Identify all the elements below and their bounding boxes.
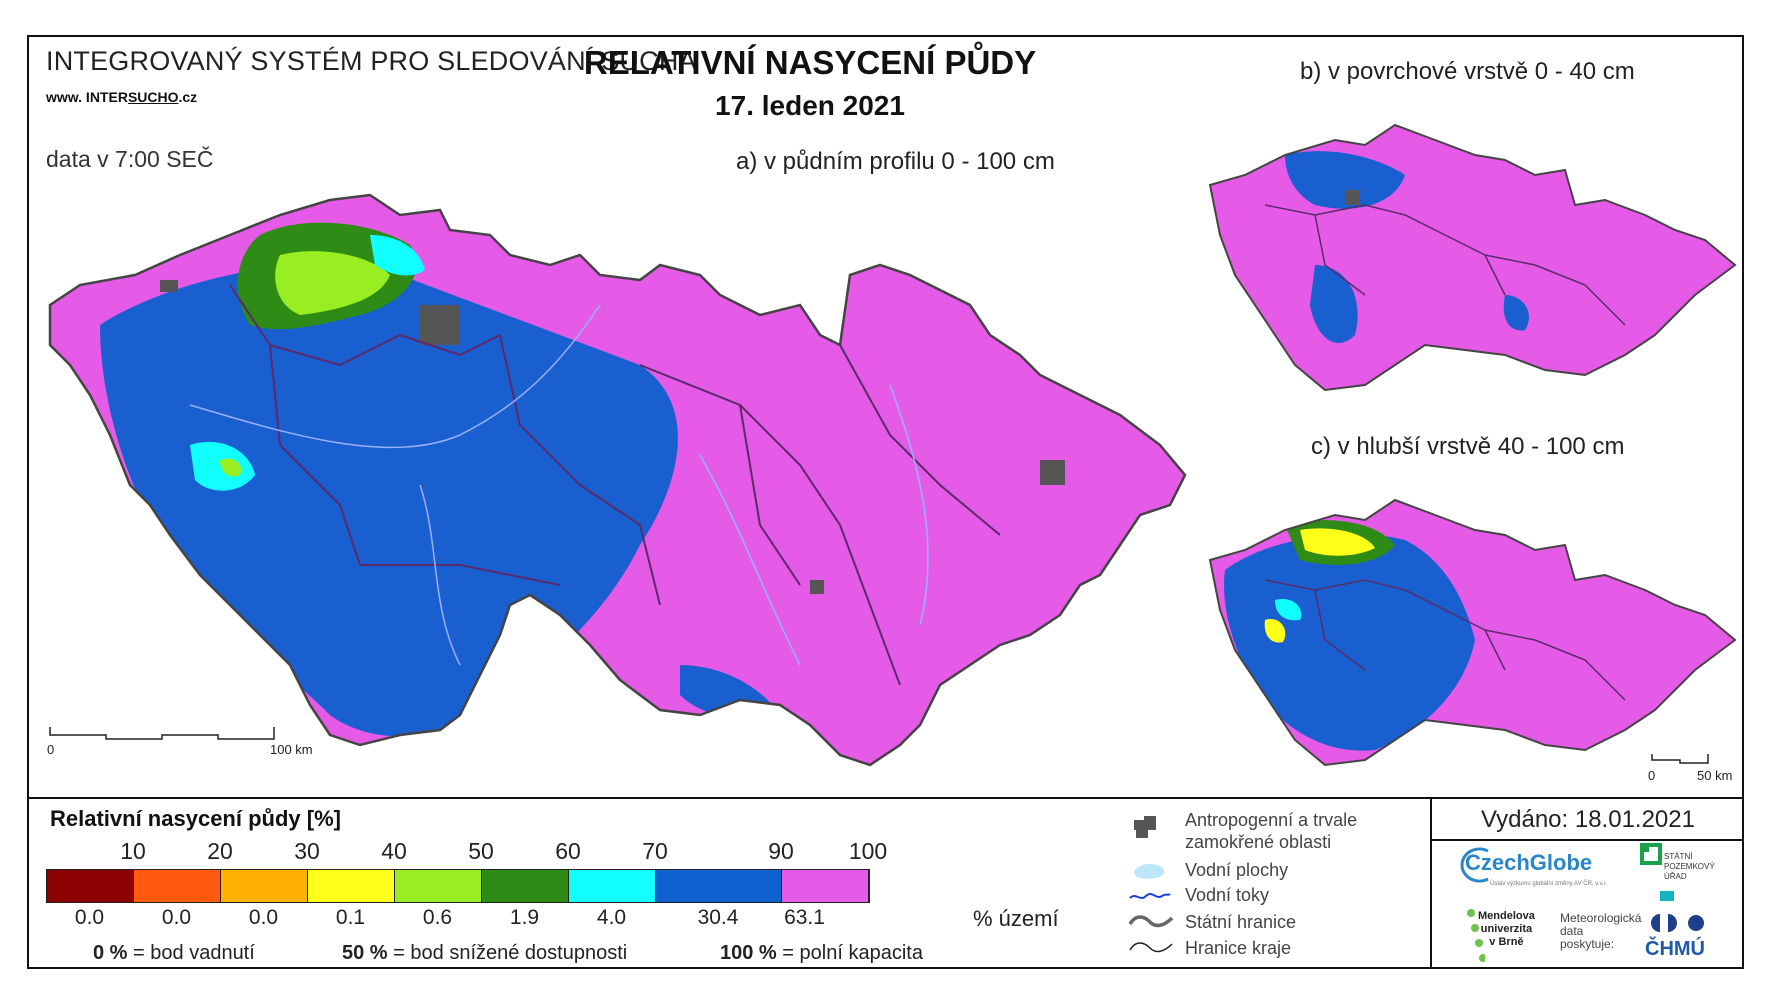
region-border-icon [1129, 942, 1173, 953]
map-a-czech-republic [48, 193, 1187, 767]
legend-percent-6: 4.0 [596, 906, 627, 929]
legend-note-wilting: 0 % = bod vadnutí [93, 942, 255, 964]
mendel-university-logo: Mendelova univerzita v Brně [1478, 910, 1535, 948]
legend-threshold-7: 90 [768, 838, 794, 864]
legend-title: Relativní nasycení půdy [%] [50, 806, 341, 831]
legend-percent-2: 0.0 [248, 906, 279, 929]
legend-percent-5: 1.9 [509, 906, 540, 929]
legend-percent-3: 0.1 [335, 906, 366, 929]
legend-separator [27, 797, 1744, 799]
map-a-label: a) v půdním profilu 0 - 100 cm [736, 148, 1055, 175]
scale-small-zero: 0 [1648, 768, 1656, 783]
czechglobe-subtitle: Ústav výzkumu globální změny AV ČR, v.v.… [1490, 881, 1607, 887]
legend-threshold-2: 30 [294, 838, 320, 864]
legend-threshold-8: 100 [848, 838, 888, 864]
scale-bar-main [49, 727, 275, 740]
legend-threshold-3: 40 [381, 838, 407, 864]
legend-threshold-0: 10 [120, 838, 146, 864]
legend-note-capacity: 100 % = polní kapacita [720, 942, 923, 964]
mendel-logo-icon [1467, 909, 1485, 962]
chmu-logo-icon [1651, 914, 1704, 932]
map-c-czech-republic [1208, 498, 1737, 767]
symbol-state-border-label: Státní hranice [1185, 912, 1297, 932]
symbol-water-streams-label: Vodní toky [1185, 885, 1270, 905]
symbol-anthropogenic-label-1: Antropogenní a trvale [1185, 810, 1358, 830]
chmu-logo: ČHMÚ [1645, 938, 1705, 960]
legend-threshold-4: 50 [468, 838, 494, 864]
legend-threshold-1: 20 [207, 838, 233, 864]
map-b-label: b) v povrchové vrstvě 0 - 40 cm [1300, 58, 1635, 85]
symbol-water-bodies-label: Vodní plochy [1185, 860, 1289, 880]
meteo-data-provider: Meteorologická data poskytuje: [1560, 911, 1642, 951]
legend-color-class-6 [569, 870, 656, 902]
legend-color-class-2 [221, 870, 308, 902]
footer-vertical-divider [1430, 797, 1432, 969]
system-title: INTEGROVANÝ SYSTÉM PRO SLEDOVÁNÍ SUCHA [46, 46, 697, 76]
website-link[interactable]: www. INTERSUCHO.cz [46, 89, 198, 105]
legend-color-class-3 [308, 870, 395, 902]
legend-color-class-0 [47, 870, 134, 902]
scale-bar-small [1651, 754, 1709, 764]
map-date: 17. leden 2021 [715, 90, 905, 121]
footer-horizontal-divider [1430, 839, 1744, 841]
spu-logo-text: STÁTNÍ POZEMKOVÝ ÚŘAD [1664, 852, 1715, 881]
map-c-label: c) v hlubší vrstvě 40 - 100 cm [1311, 433, 1625, 460]
legend-color-class-5 [482, 870, 569, 902]
legend-color-class-1 [134, 870, 221, 902]
spu-logo-icon [1640, 843, 1674, 901]
legend-percent-0: 0.0 [74, 906, 105, 929]
scale-main-100km: 100 km [270, 742, 313, 757]
legend-percent-8: 63.1 [784, 906, 825, 929]
symbol-anthropogenic-label-2: zamokřené oblasti [1185, 832, 1332, 852]
legend-color-class-7 [656, 870, 782, 902]
state-border-icon [1128, 915, 1174, 928]
czechglobe-logo-icon [1460, 847, 1489, 883]
legend-threshold-5: 60 [555, 838, 581, 864]
map-title: RELATIVNÍ NASYCENÍ PŮDY [583, 44, 1037, 81]
water-body-icon [1134, 864, 1165, 879]
legend-territory-label: % území [973, 906, 1059, 931]
legend-color-class-4 [395, 870, 482, 902]
legend-color-bar [46, 869, 870, 903]
legend-threshold-6: 70 [642, 838, 668, 864]
water-stream-icon [1129, 893, 1171, 899]
legend-note-reduced: 50 % = bod snížené dostupnosti [342, 942, 628, 964]
legend-color-class-8 [782, 870, 869, 902]
symbol-region-border-label: Hranice kraje [1185, 938, 1292, 958]
map-b-czech-republic [1208, 123, 1737, 392]
legend-percent-1: 0.0 [161, 906, 192, 929]
scale-small-50km: 50 km [1697, 768, 1733, 783]
scale-main-zero: 0 [47, 742, 55, 757]
anthropogenic-area-icon [1134, 816, 1156, 838]
legend-percent-4: 0.6 [422, 906, 453, 929]
issued-date: Vydáno: 18.01.2021 [1481, 806, 1695, 833]
data-time-label: data v 7:00 SEČ [46, 146, 214, 172]
czechglobe-logo: CzechGlobe [1465, 850, 1593, 875]
legend-percent-7: 30.4 [697, 906, 739, 929]
